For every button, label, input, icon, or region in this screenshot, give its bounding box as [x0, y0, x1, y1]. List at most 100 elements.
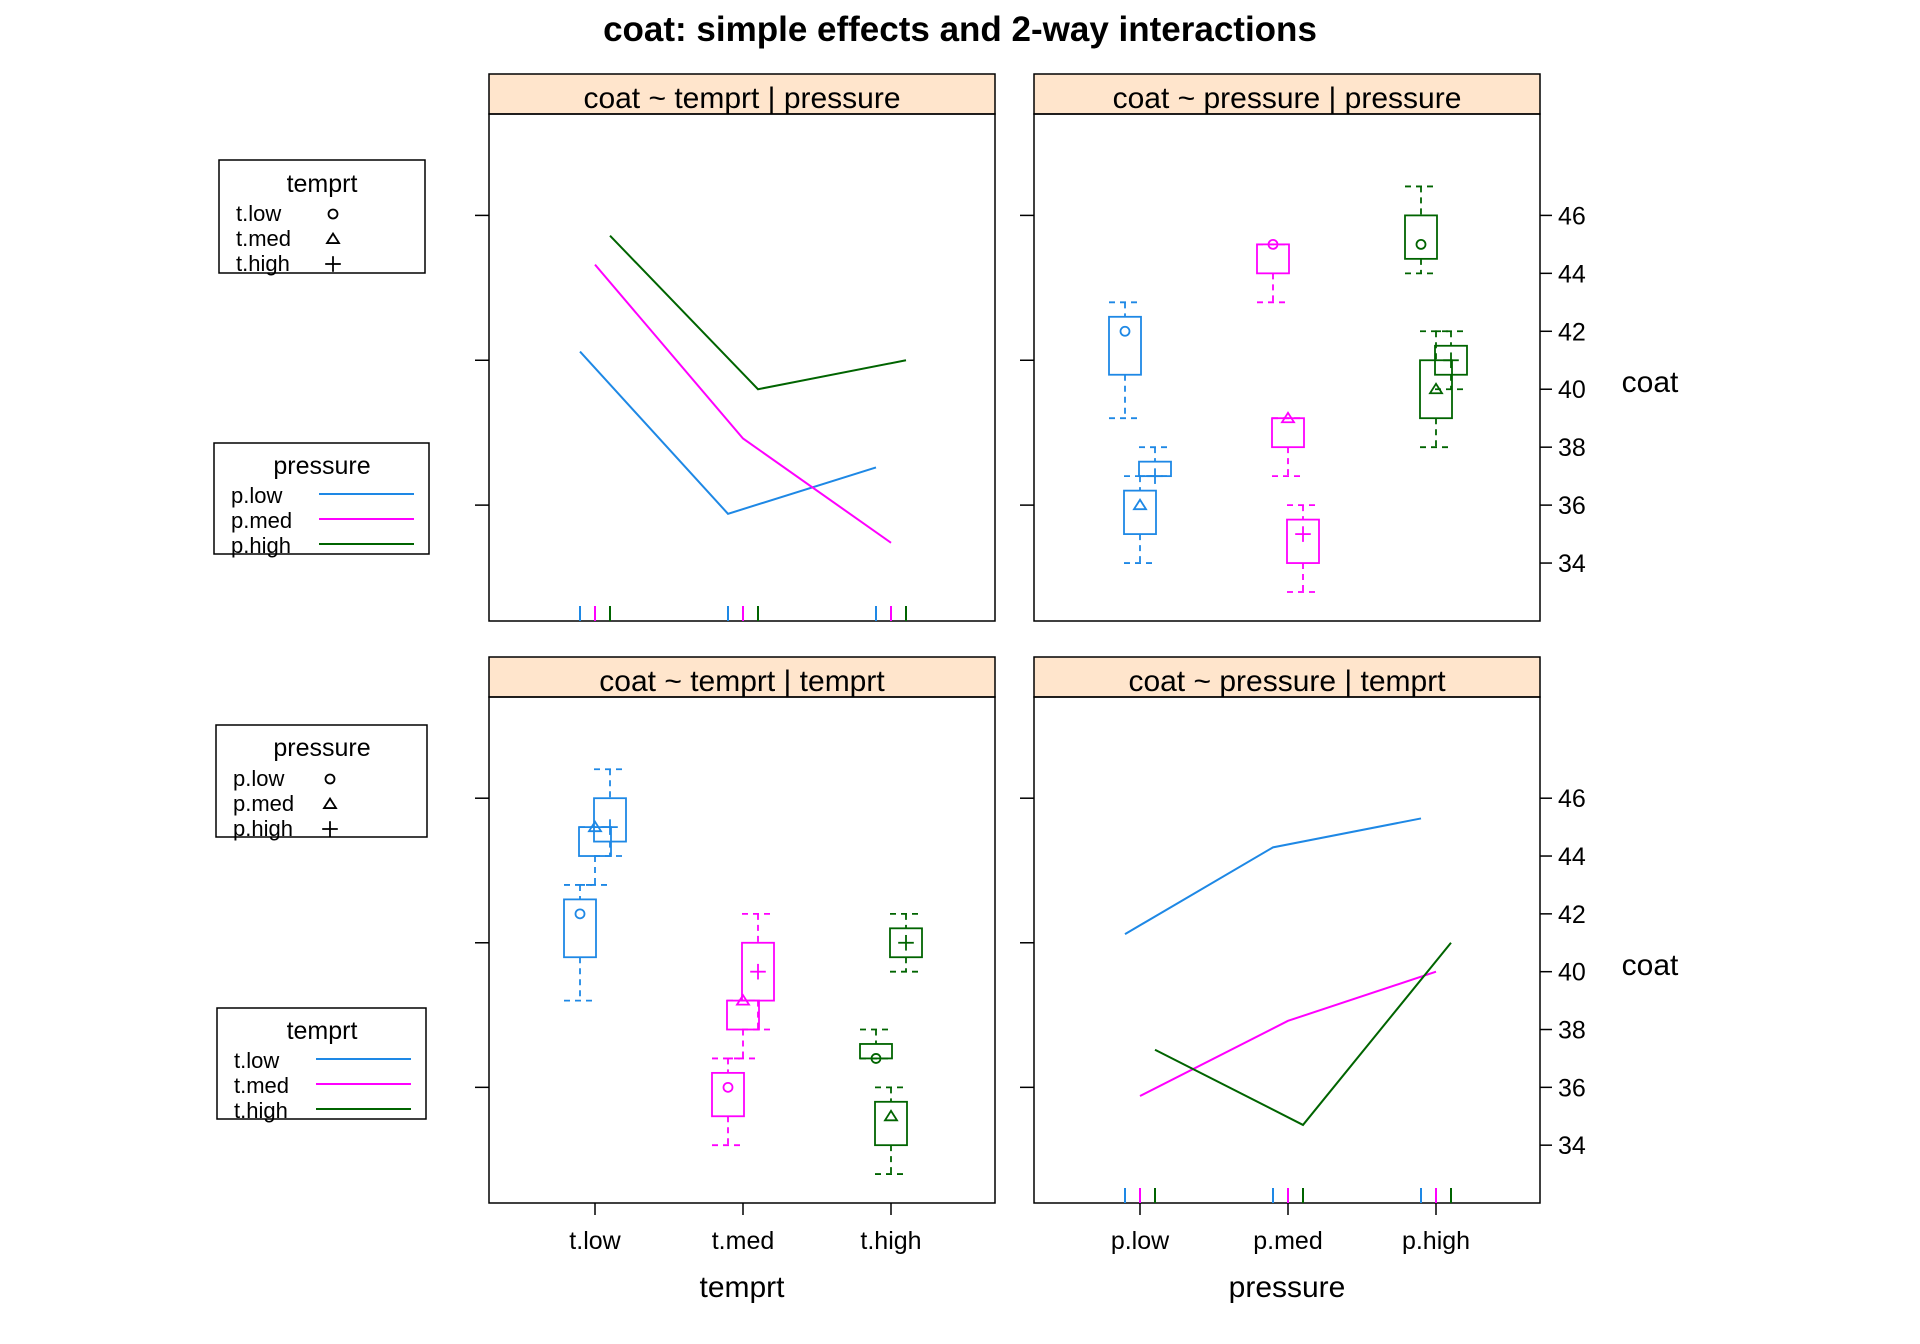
strip-background: [488, 73, 996, 115]
legend-title: pressure: [273, 734, 370, 762]
box-mean-symbol: [1415, 238, 1427, 250]
box-body: [889, 927, 923, 959]
x-tick-label: t.low: [569, 1227, 621, 1255]
legend-item-label: p.med: [233, 791, 294, 816]
x-tick-label: p.high: [1402, 1227, 1470, 1255]
box-mean-symbol: [870, 1053, 882, 1064]
figure-title: coat: simple effects and 2-way interacti…: [603, 10, 1317, 49]
box-t.high-p.low: [1138, 446, 1172, 484]
series-line-t.med: [1139, 970, 1437, 1097]
x-tick-label: p.med: [1253, 1227, 1322, 1255]
y-tick-label: 46: [1558, 785, 1586, 813]
legend-item-label: t.high: [236, 251, 290, 276]
box-body: [874, 1100, 908, 1147]
legend-item-label: t.low: [236, 201, 281, 226]
y-tick-label: 36: [1558, 1074, 1586, 1102]
box-mean-symbol: [722, 1081, 734, 1093]
box-p.high-t.high: [889, 912, 923, 973]
box-body: [1108, 315, 1142, 376]
box-mean-symbol: [1295, 526, 1311, 542]
legend-item-label: p.med: [231, 508, 292, 533]
legend-symbol: [324, 773, 336, 785]
series-line-p.low: [579, 350, 877, 515]
y-tick-label: 42: [1558, 318, 1586, 346]
legend-symbol: [322, 821, 338, 837]
panel-strip-label: coat ~ temprt | pressure: [583, 82, 900, 115]
legend-item-label: p.low: [231, 483, 282, 508]
panel-top-right: coat ~ pressure | pressure 34 36 38 40 42 44 4…: [1020, 73, 1679, 622]
box-mean-symbol: [1147, 468, 1163, 484]
legend-item-label: t.high: [234, 1098, 288, 1123]
box-t.low-p.low: [1108, 301, 1142, 420]
panel-marks: [475, 214, 907, 621]
box-body: [711, 1071, 745, 1118]
legend-item-label: p.high: [231, 533, 291, 558]
box-t.low-p.med: [1256, 238, 1290, 304]
y-tick-label: 40: [1558, 959, 1586, 987]
box-t.med-p.low: [1123, 475, 1157, 564]
legend-symbol: [325, 256, 341, 272]
panel-marks: 34 36 38 40 42 44 46: [1020, 185, 1586, 593]
box-p.low-t.high: [859, 1028, 893, 1064]
legend-box: [216, 1007, 427, 1120]
y-tick-label: 40: [1558, 376, 1586, 404]
box-t.med-p.med: [1271, 411, 1305, 478]
series-line-t.low: [1124, 817, 1422, 935]
legend-item-label: p.high: [233, 816, 293, 841]
box-body: [563, 898, 597, 959]
box-p.med-t.med: [726, 993, 760, 1060]
box-p.high-t.med: [741, 912, 775, 1031]
y-tick-label: 46: [1558, 202, 1586, 230]
strip-background: [1033, 73, 1541, 115]
y-tick-label: 38: [1558, 434, 1586, 462]
legend-box: [218, 159, 426, 274]
legend-item-label: t.med: [234, 1073, 289, 1098]
series-line-p.med: [594, 264, 892, 544]
x-axis-label: pressure: [1229, 1271, 1346, 1304]
box-body: [1404, 214, 1438, 260]
x-tick-label: p.low: [1111, 1227, 1170, 1255]
box-body: [859, 1043, 893, 1060]
panel-bottom-left: coat ~ temprt | temprt t.low t.med t.high …: [475, 656, 996, 1304]
y-axis-label: coat: [1622, 949, 1679, 982]
box-mean-symbol: [1443, 352, 1459, 369]
panel-marks: t.low t.med t.high: [475, 768, 923, 1255]
y-tick-label: 42: [1558, 901, 1586, 929]
legend-title: temprt: [287, 1017, 358, 1045]
box-mean-symbol: [1119, 325, 1131, 337]
legend-title: temprt: [287, 170, 358, 198]
series-line-p.high: [609, 234, 907, 391]
box-t.high-p.high: [1434, 330, 1468, 391]
box-body: [1286, 518, 1320, 564]
panel-strip-label: coat ~ pressure | temprt: [1128, 665, 1446, 698]
panel-frame: [1033, 113, 1541, 622]
box-p.low-t.med: [711, 1057, 745, 1147]
box-mean-symbol: [602, 819, 618, 835]
box-mean-symbol: [750, 963, 766, 980]
legend-symbol: [325, 231, 341, 244]
y-tick-label: 44: [1558, 843, 1586, 871]
panel-bottom-right: coat ~ pressure | temprt 34 36 38 40 42 44 46 p…: [1020, 656, 1679, 1304]
panel-marks: 34 36 38 40 42 44 46 p.low p.med p.high: [1020, 785, 1586, 1255]
box-mean-symbol: [1267, 238, 1279, 250]
box-mean-symbol: [883, 1109, 899, 1122]
box-mean-symbol: [1132, 498, 1148, 511]
panel-frame: [1033, 696, 1541, 1204]
legend-box: [213, 442, 430, 555]
legend-symbol: [322, 796, 338, 809]
y-tick-label: 44: [1558, 260, 1586, 288]
x-tick-label: t.high: [860, 1227, 921, 1255]
legend-item-label: t.low: [234, 1048, 279, 1073]
box-mean-symbol: [1280, 411, 1296, 424]
panel-top-left: coat ~ temprt | pressure: [475, 73, 996, 622]
legend-symbol: [327, 208, 339, 220]
legend-box: [215, 724, 428, 838]
box-body: [1434, 344, 1468, 376]
series-line-t.high: [1154, 942, 1452, 1127]
y-tick-label: 36: [1558, 492, 1586, 520]
